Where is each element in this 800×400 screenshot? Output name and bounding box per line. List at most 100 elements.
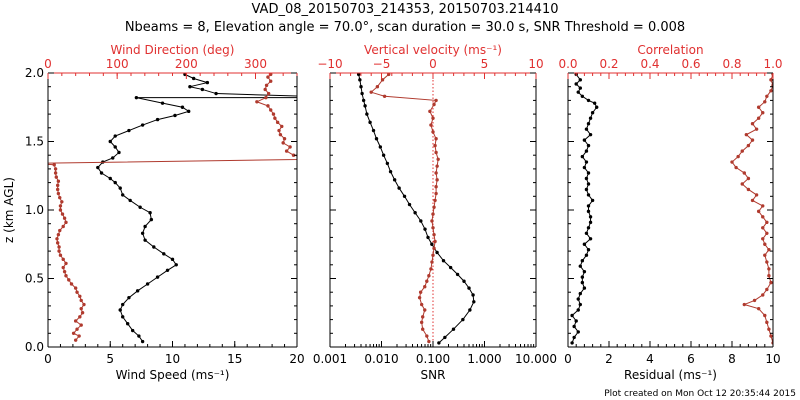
- residual-x2-tick-label: 1.0: [763, 57, 782, 71]
- wind-series-black-point: [214, 91, 218, 96]
- residual-series-black-point: [586, 182, 591, 186]
- vertical-series-red-point: [418, 290, 423, 294]
- wind-series-red-point: [73, 319, 78, 323]
- wind-series-black-point: [140, 339, 145, 344]
- vertical-series-black-point: [426, 235, 430, 240]
- vertical-series-black-point: [374, 137, 379, 141]
- vertical-series-red-point: [430, 219, 434, 223]
- residual-series-red-point: [734, 165, 738, 170]
- vertical-x-tick-label: 0.100: [416, 352, 450, 366]
- wind-series-black-point: [128, 198, 132, 203]
- wind-series-red-point: [277, 128, 281, 133]
- wind-series-red-point: [78, 315, 82, 319]
- wind-series-red-point: [61, 257, 65, 262]
- vertical-series-red-point: [419, 320, 424, 325]
- residual-series-black-point: [584, 231, 589, 235]
- vertical-series-red-point: [421, 327, 425, 331]
- wind-x-tick-label: 20: [289, 352, 304, 366]
- panel-vertical-velocity-snr: 0.001 0.010 0.100 1.000 10.000 −10 −5 0 5 10 SNR Ve…: [313, 43, 557, 382]
- vertical-series-black-point: [451, 327, 456, 331]
- vertical-series-red-point: [434, 171, 438, 175]
- residual-series-red-point: [750, 138, 755, 142]
- residual-series-black-point: [584, 187, 589, 192]
- residual-series-black-point: [576, 308, 580, 312]
- vertical-series-black-point: [392, 178, 397, 182]
- residual-series-black-point: [584, 149, 589, 153]
- wind-x-tick-label: 15: [227, 352, 242, 366]
- wind-series-black-point: [188, 85, 192, 89]
- wind-series-red-point: [57, 249, 61, 253]
- wind-series-red-point: [291, 153, 296, 157]
- vertical-series-red-point: [432, 246, 436, 251]
- residual-x-tick-label: 2: [605, 352, 613, 366]
- wind-series-red-point: [58, 204, 63, 208]
- vertical-x2-tick-label: 10: [528, 57, 543, 71]
- wind-series-red-point: [55, 237, 59, 241]
- residual-series-red-point: [767, 267, 771, 271]
- wind-series-red-point: [64, 220, 68, 225]
- vertical-series-red-point: [375, 85, 380, 89]
- vertical-series-red-point: [433, 198, 437, 203]
- residual-series-black-point: [588, 132, 593, 137]
- vertical-series-black-point: [461, 317, 465, 322]
- wind-series-red-point: [79, 298, 83, 303]
- vertical-series-black-point: [467, 286, 471, 290]
- vertical-series-red-point: [431, 226, 435, 230]
- vertical-series-red-line: [370, 73, 439, 342]
- vertical-series-black-point: [363, 104, 367, 108]
- residual-series-black-point: [586, 143, 591, 148]
- wind-series-black-point: [108, 176, 112, 181]
- wind-series-black-point: [200, 87, 205, 92]
- residual-series-black-point: [595, 105, 599, 109]
- vertical-series-red-point: [417, 295, 422, 300]
- residual-series-red-point: [756, 105, 761, 109]
- residual-x2-axis-title: Correlation: [637, 43, 703, 57]
- residual-series-red-point: [756, 209, 761, 214]
- vertical-x2-axis-title: Vertical velocity (ms⁻¹): [364, 43, 502, 57]
- wind-series-black-point: [191, 76, 196, 81]
- vertical-series-red-point: [434, 150, 438, 155]
- vertical-x-axis-title: SNR: [421, 368, 446, 382]
- wind-series-black-point: [121, 193, 125, 197]
- wind-series-red-point: [53, 171, 58, 175]
- vertical-series-black-point: [471, 293, 475, 297]
- vertical-series-red-point: [427, 274, 431, 278]
- residual-x2-tick-label: 0.4: [640, 57, 659, 71]
- vertical-series-black-point: [360, 91, 364, 96]
- wind-series-red-point: [54, 175, 58, 179]
- residual-series-black-point: [578, 291, 582, 296]
- wind-series-red-point: [69, 282, 74, 286]
- wind-series-red-point: [264, 83, 269, 88]
- wind-x2-tick-label: 300: [244, 57, 267, 71]
- vertical-series-red-point: [433, 239, 437, 244]
- wind-series-red-point: [75, 290, 79, 294]
- residual-series-red-point: [763, 100, 767, 104]
- residual-series-black-point: [588, 237, 593, 241]
- vertical-series-black-point: [356, 73, 361, 77]
- wind-series-red-point: [62, 269, 67, 274]
- residual-series-black-point: [582, 269, 587, 274]
- residual-series-black-point: [586, 248, 591, 252]
- vertical-series-black-point: [402, 194, 407, 198]
- wind-series-red-point: [75, 327, 79, 331]
- residual-series-red-point: [769, 78, 773, 82]
- residual-series-red-point: [744, 132, 749, 137]
- wind-series-red-point: [282, 137, 287, 141]
- wind-series-black-point: [96, 165, 100, 170]
- y-tick-label: 1.5: [25, 135, 44, 149]
- vertical-series-red-point: [427, 339, 431, 344]
- wind-series-black-point: [117, 150, 121, 155]
- wind-series-black-point: [165, 268, 170, 272]
- wind-series-black-point: [113, 134, 117, 138]
- residual-series-red-line: [731, 74, 773, 344]
- residual-series-black-point: [584, 176, 589, 181]
- residual-x-tick-label: 8: [728, 352, 736, 366]
- wind-series-red-point: [67, 278, 71, 282]
- wind-x-tick-label: 0: [44, 352, 52, 366]
- vertical-x-tick-label: 10.000: [515, 352, 557, 366]
- wind-series-red-point: [269, 79, 273, 83]
- wind-series-black-point: [162, 252, 166, 256]
- vertical-series-group: [356, 73, 476, 345]
